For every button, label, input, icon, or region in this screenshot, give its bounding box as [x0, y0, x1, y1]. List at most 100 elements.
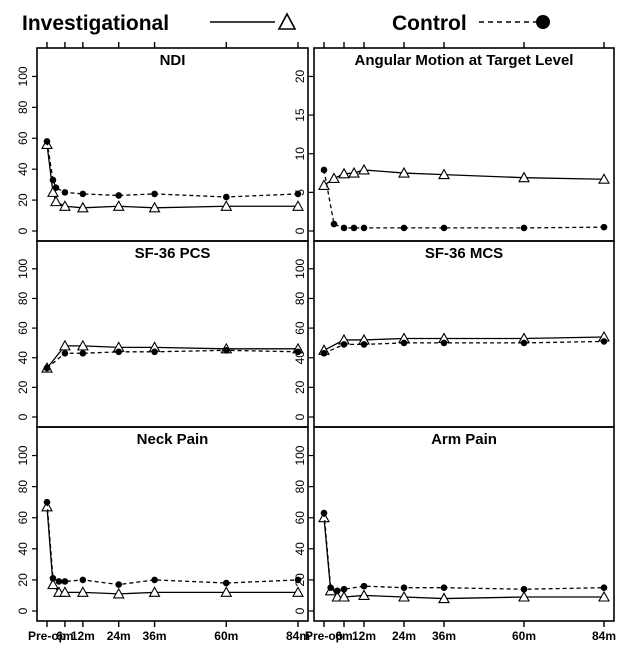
panel-title: SF-36 PCS [135, 245, 211, 262]
y-tick-label: 40 [293, 542, 307, 556]
investigational-point [220, 586, 233, 597]
control-point [79, 190, 87, 198]
control-point [222, 193, 230, 201]
series-investigational-line [46, 144, 298, 209]
control-point [600, 223, 608, 231]
y-tick-label: 20 [293, 69, 307, 83]
x-tick-label: 12m [71, 629, 95, 643]
legend-control-circle-icon [536, 15, 550, 29]
y-tick-label: 100 [16, 66, 30, 86]
control-point [294, 576, 302, 584]
y-tick-label: 60 [293, 321, 307, 335]
legend-investigational-label: Investigational [22, 12, 169, 35]
investigational-point [76, 339, 89, 351]
y-tick-label: 80 [16, 291, 30, 305]
panel-sf-36-pcs: SF-36 PCS 0 20 40 60 80 100 [16, 240, 309, 428]
y-tick-label: 100 [293, 445, 307, 465]
x-tick-label: 12m [352, 629, 376, 643]
control-point [294, 190, 302, 198]
control-point [360, 341, 368, 348]
investigational-point [292, 586, 304, 597]
control-point [151, 348, 158, 356]
panel-frame [36, 426, 309, 622]
legend-investigational-triangle-icon [277, 12, 297, 30]
panel-title: Neck Pain [137, 431, 209, 448]
y-tick-label: 20 [293, 380, 307, 394]
y-tick-label: 0 [16, 413, 30, 420]
series-control-line [46, 141, 299, 198]
y-tick-label: 20 [16, 380, 30, 394]
y-tick-label: 60 [16, 321, 30, 335]
y-tick-label: 0 [16, 607, 30, 614]
panel-frame [313, 240, 615, 428]
x-tick-label: 84m [592, 629, 616, 643]
y-tick-label: 20 [16, 573, 30, 587]
investigational-point [318, 179, 330, 190]
control-point [61, 189, 69, 196]
control-point [43, 138, 51, 145]
investigational-point [598, 173, 610, 184]
control-point [151, 576, 158, 584]
panel-title: SF-36 MCS [425, 245, 503, 262]
control-point [49, 575, 57, 582]
control-point [52, 184, 60, 192]
investigational-point [112, 200, 125, 211]
control-point [61, 349, 69, 357]
x-tick-label: 36m [143, 629, 167, 643]
y-tick-label: 0 [16, 227, 30, 234]
y-tick-label: 20 [16, 193, 30, 207]
y-tick-label: 100 [293, 258, 307, 278]
control-point [400, 339, 408, 347]
investigational-point [50, 195, 62, 207]
investigational-point [338, 590, 350, 602]
investigational-point [338, 167, 350, 179]
panel-frame [313, 426, 615, 622]
panel-title: Angular Motion at Target Level [355, 52, 574, 69]
control-point [340, 224, 348, 232]
control-point [55, 578, 63, 585]
y-tick-label: 10 [293, 147, 307, 161]
control-point [340, 585, 348, 593]
y-tick-label: 40 [293, 351, 307, 365]
investigational-point [518, 171, 530, 183]
control-point [79, 349, 87, 357]
series-control-line [323, 513, 605, 592]
y-tick-label: 80 [16, 480, 30, 494]
y-tick-label: 60 [16, 511, 30, 525]
control-point [222, 347, 230, 354]
control-point [115, 192, 123, 199]
control-point [400, 584, 408, 591]
investigational-point [438, 592, 450, 604]
investigational-point [58, 586, 71, 597]
panel-title: Arm Pain [431, 431, 497, 448]
investigational-point [398, 590, 410, 602]
control-point [115, 581, 123, 588]
investigational-point [358, 163, 370, 175]
x-tick-label: 60m [214, 629, 238, 643]
y-tick-label: 40 [16, 351, 30, 365]
control-point [360, 582, 368, 590]
investigational-point [47, 578, 59, 590]
control-point [600, 338, 608, 345]
control-point [43, 364, 51, 372]
x-tick-label: 84m [286, 629, 310, 643]
x-tick-label: Pre-op [28, 629, 66, 643]
control-point [49, 176, 57, 184]
control-point [334, 587, 341, 595]
investigational-point [398, 166, 410, 178]
investigational-point [328, 172, 340, 184]
y-tick-label: 60 [16, 131, 30, 145]
investigational-point [76, 201, 89, 213]
x-tick-label: Pre-op [305, 629, 343, 643]
investigational-point [292, 200, 304, 211]
investigational-point [148, 201, 161, 213]
y-tick-label: 0 [293, 227, 307, 234]
investigational-point [148, 586, 161, 597]
panel-title: NDI [160, 52, 186, 69]
x-tick-label: 24m [107, 629, 131, 643]
investigational-point [438, 168, 450, 180]
y-tick-label: 15 [293, 108, 307, 122]
